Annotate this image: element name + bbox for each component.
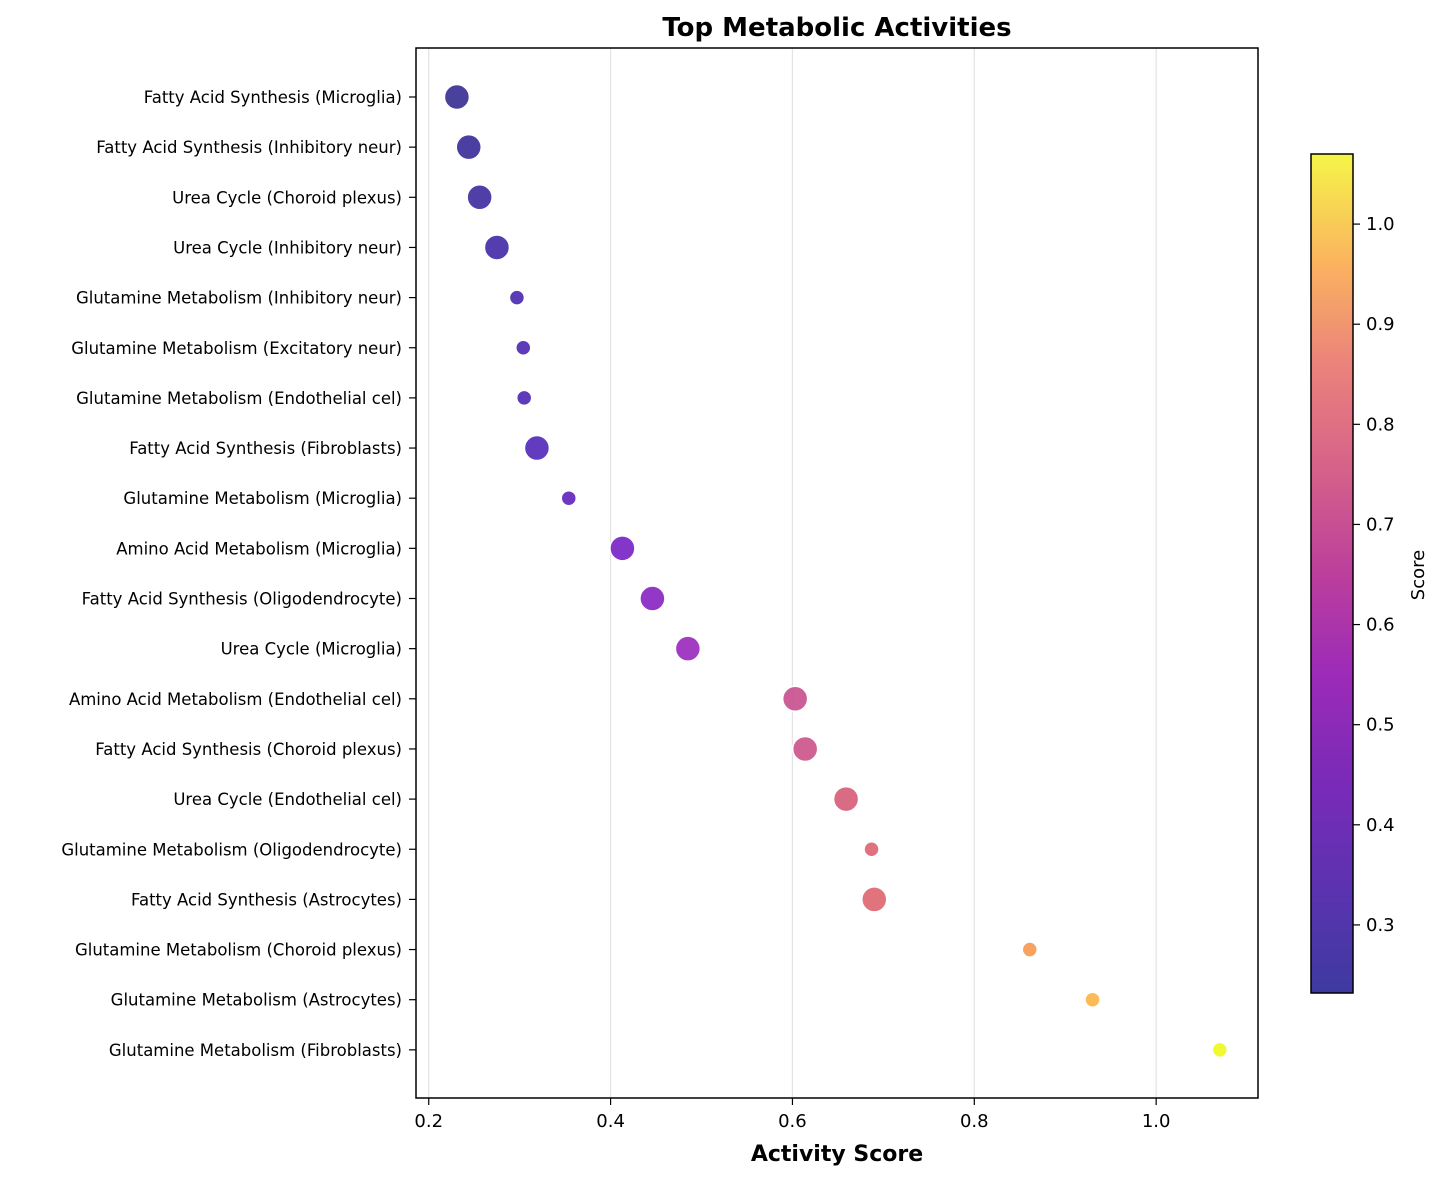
data-point [781,685,809,713]
y-tick-label: Glutamine Metabolism (Fibroblasts) [109,1041,402,1060]
y-tick-label: Fatty Acid Synthesis (Choroid plexus) [95,740,402,759]
data-point [483,234,511,261]
y-axis-labels: Fatty Acid Synthesis (Microglia) Fatty Ac… [61,88,416,1060]
y-tick-label: Amino Acid Metabolism (Endothelial cel) [69,690,402,709]
colorbar-tick-label: 0.3 [1366,915,1395,936]
colorbar-label: Score [1408,550,1429,600]
colorbar-tick-label: 0.5 [1366,715,1395,736]
colorbar-tick-label: 0.4 [1366,815,1395,836]
data-point [455,133,482,161]
y-tick-label: Fatty Acid Synthesis (Inhibitory neur) [96,138,402,157]
data-point [861,886,888,913]
y-tick-label: Fatty Acid Synthesis (Microglia) [144,88,402,107]
y-tick-label: Glutamine Metabolism (Excitatory neur) [71,339,402,358]
data-point [1211,1041,1229,1059]
data-point [515,389,533,407]
y-tick-label: Fatty Acid Synthesis (Astrocytes) [131,890,402,909]
y-tick-label: Glutamine Metabolism (Astrocytes) [111,991,402,1010]
colorbar-tick-label: 0.8 [1366,414,1395,435]
colorbar-tick-label: 1.0 [1366,214,1395,235]
data-point [639,585,666,612]
x-tick-label: 1.0 [1142,1111,1171,1132]
x-axis-label: Activity Score [751,1142,923,1167]
data-point [508,289,526,306]
data-point [791,735,819,763]
data-point [1084,991,1101,1008]
data-point [515,339,532,356]
y-tick-label: Fatty Acid Synthesis (Oligodendrocyte) [82,590,402,609]
data-point [560,489,578,507]
x-tick-label: 0.2 [414,1111,443,1132]
data-point [832,785,860,813]
x-tick-label: 0.8 [960,1111,989,1132]
colorbar-tick-label: 0.7 [1366,514,1395,535]
data-point [466,184,493,211]
y-tick-label: Glutamine Metabolism (Oligodendrocyte) [61,840,402,859]
data-point [609,535,636,562]
plot-area-frame [415,47,1259,1099]
y-tick-label: Urea Cycle (Choroid plexus) [172,188,402,207]
y-tick-label: Glutamine Metabolism (Microglia) [123,489,402,508]
colorbar-ticks: 0.3 0.4 0.5 0.6 0.7 0.8 0.9 1.0 [1353,214,1395,936]
chart-title: Top Metabolic Activities [662,13,1011,43]
y-tick-label: Glutamine Metabolism (Inhibitory neur) [76,289,402,308]
data-point [523,434,551,462]
y-tick-label: Urea Cycle (Inhibitory neur) [173,238,402,257]
data-point [674,635,702,662]
x-tick-label: 0.4 [596,1111,625,1132]
colorbar [1310,153,1354,994]
y-tick-label: Urea Cycle (Microglia) [221,640,402,659]
data-points [443,83,1229,1059]
data-point [1021,941,1039,958]
colorbar-tick-label: 0.6 [1366,615,1395,636]
x-axis-ticks: 0.2 0.4 0.6 0.8 1.0 [414,1098,1170,1132]
x-tick-label: 0.6 [778,1111,807,1132]
gridlines [428,48,1157,1098]
y-tick-label: Fatty Acid Synthesis (Fibroblasts) [129,439,402,458]
data-point [443,83,471,111]
y-tick-label: Urea Cycle (Endothelial cel) [173,790,402,809]
colorbar-tick-label: 0.9 [1366,314,1395,335]
data-point [863,841,880,858]
y-tick-label: Amino Acid Metabolism (Microglia) [116,539,402,558]
y-tick-label: Glutamine Metabolism (Choroid plexus) [75,941,402,960]
y-tick-label: Glutamine Metabolism (Endothelial cel) [76,389,402,408]
